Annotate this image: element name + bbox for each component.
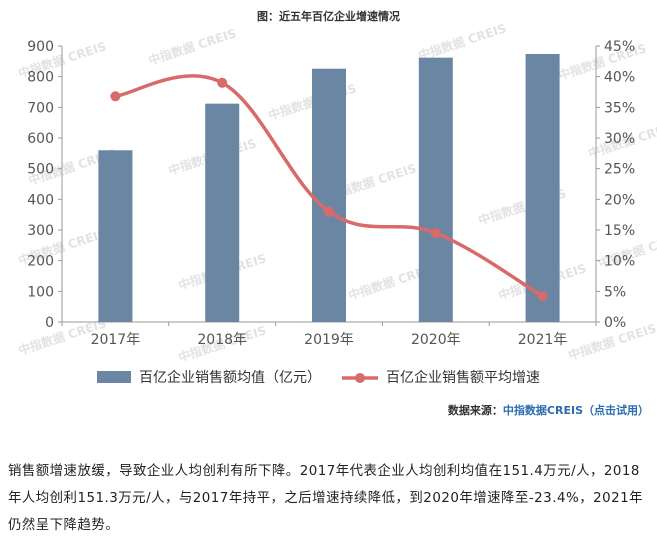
left-tick-label: 200 bbox=[27, 254, 54, 270]
left-tick-label: 700 bbox=[27, 100, 54, 116]
left-tick-label: 500 bbox=[27, 162, 54, 178]
legend-line-marker bbox=[355, 373, 365, 383]
left-tick-label: 900 bbox=[27, 39, 54, 55]
right-tick-label: 20% bbox=[604, 192, 635, 208]
legend-bar-label: 百亿企业销售额均值（亿元） bbox=[139, 369, 321, 386]
watermark-text: 中指数据 CREIS bbox=[146, 25, 238, 68]
growth-point-2021年 bbox=[537, 291, 548, 302]
x-tick-label: 2019年 bbox=[304, 332, 354, 348]
legend-bar-swatch bbox=[97, 371, 131, 383]
description-paragraph: 销售额增速放缓，导致企业人均创利有所下降。2017年代表企业人均创利均值在151… bbox=[8, 464, 644, 533]
growth-point-2017年 bbox=[110, 91, 121, 102]
right-tick-label: 30% bbox=[604, 131, 635, 147]
right-tick-label: 40% bbox=[604, 70, 635, 86]
watermark-text: 中指数据 CREIS bbox=[416, 20, 508, 63]
left-tick-label: 0 bbox=[45, 315, 54, 331]
bar-2017年 bbox=[98, 150, 133, 322]
bar-2021年 bbox=[525, 53, 560, 323]
bar-2018年 bbox=[205, 103, 240, 322]
right-tick-label: 15% bbox=[604, 223, 635, 239]
x-tick-label: 2020年 bbox=[411, 332, 461, 348]
right-tick-label: 0% bbox=[604, 315, 626, 331]
left-tick-label: 100 bbox=[27, 284, 54, 300]
right-tick-label: 25% bbox=[604, 162, 635, 178]
x-tick-label: 2017年 bbox=[91, 332, 141, 348]
right-tick-label: 10% bbox=[604, 254, 635, 270]
growth-point-2019年 bbox=[324, 206, 334, 217]
right-tick-label: 45% bbox=[604, 39, 635, 55]
data-source-link[interactable]: 中指数据CREIS（点击试用） bbox=[502, 404, 649, 417]
left-tick-label: 300 bbox=[27, 223, 54, 239]
data-source-label: 数据来源： bbox=[447, 404, 503, 417]
growth-point-2020年 bbox=[430, 228, 441, 239]
x-tick-label: 2021年 bbox=[518, 332, 568, 348]
left-tick-label: 400 bbox=[27, 192, 54, 208]
legend-line-label: 百亿企业销售额平均增速 bbox=[386, 369, 540, 386]
left-tick-label: 800 bbox=[27, 70, 54, 86]
data-source[interactable]: 数据来源：中指数据CREIS（点击试用） bbox=[448, 402, 649, 418]
left-tick-label: 600 bbox=[27, 131, 54, 147]
growth-point-2018年 bbox=[217, 77, 228, 88]
right-tick-label: 5% bbox=[604, 284, 626, 300]
bar-2019年 bbox=[312, 68, 346, 323]
bar-2020年 bbox=[418, 57, 453, 323]
x-tick-label: 2018年 bbox=[197, 332, 247, 348]
chart-title: 图：近五年百亿企业增速情况 bbox=[257, 10, 400, 23]
right-tick-label: 35% bbox=[604, 100, 635, 116]
